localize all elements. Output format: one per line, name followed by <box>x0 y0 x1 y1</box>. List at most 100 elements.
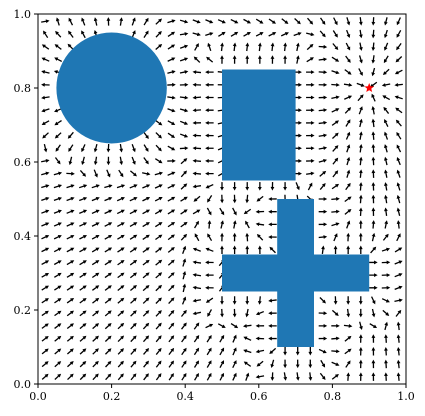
field-arrow <box>192 184 202 189</box>
field-arrow <box>206 360 212 368</box>
field-arrow <box>205 285 214 290</box>
field-arrow <box>318 235 328 239</box>
field-arrow <box>182 258 187 267</box>
field-arrow <box>79 285 87 291</box>
field-arrow <box>358 296 363 305</box>
field-arrow <box>205 297 214 303</box>
field-arrow <box>79 222 88 227</box>
field-arrow <box>384 144 388 153</box>
field-arrow <box>117 247 125 253</box>
field-arrow <box>130 310 137 317</box>
field-arrow <box>180 233 188 241</box>
field-arrow <box>371 131 376 140</box>
field-arrow <box>306 146 315 151</box>
field-arrow <box>106 17 111 26</box>
field-arrow <box>93 143 98 153</box>
field-arrow <box>396 30 402 38</box>
field-arrow <box>332 145 339 152</box>
field-arrow <box>116 184 126 189</box>
field-arrow <box>54 285 62 291</box>
field-arrow <box>168 284 175 292</box>
field-arrow <box>346 232 351 242</box>
field-arrow <box>66 235 75 240</box>
field-arrow <box>345 119 351 127</box>
field-arrow <box>306 70 315 75</box>
field-arrow <box>205 120 214 125</box>
field-arrow <box>205 108 214 113</box>
field-arrow <box>384 131 389 140</box>
field-arrow <box>383 55 389 64</box>
field-arrow <box>255 222 265 227</box>
field-arrow <box>130 360 137 368</box>
field-arrow <box>346 308 351 318</box>
field-arrow <box>295 372 300 381</box>
field-arrow <box>117 373 124 381</box>
field-arrow <box>93 169 98 178</box>
field-arrow <box>104 323 112 330</box>
field-arrow <box>344 69 352 75</box>
field-arrow <box>205 183 214 189</box>
field-arrow <box>396 334 401 343</box>
field-arrow <box>318 70 328 75</box>
field-arrow <box>243 349 252 354</box>
field-arrow <box>333 17 338 26</box>
field-arrow <box>371 334 376 343</box>
field-arrow <box>245 55 250 64</box>
field-arrow <box>319 170 327 177</box>
field-arrow <box>395 119 402 127</box>
field-arrow <box>143 144 149 152</box>
field-arrow <box>283 182 287 191</box>
field-arrow <box>81 144 86 153</box>
field-arrow <box>382 233 389 241</box>
field-arrow <box>318 57 328 62</box>
field-arrow <box>318 323 328 328</box>
field-arrow <box>268 18 276 24</box>
field-arrow <box>245 372 250 381</box>
field-arrow <box>130 348 137 355</box>
field-arrow <box>371 106 376 115</box>
field-arrow <box>154 171 164 176</box>
field-arrow <box>396 157 401 166</box>
field-arrow <box>255 336 265 341</box>
x-axis: 0.0 0.2 0.4 0.6 0.8 1.0 <box>29 384 415 403</box>
field-arrow <box>129 170 137 177</box>
field-arrow <box>243 31 251 37</box>
field-arrow <box>81 17 86 26</box>
field-arrow <box>41 57 50 62</box>
field-arrow <box>142 272 150 279</box>
field-arrow <box>54 120 62 126</box>
field-arrow <box>192 285 202 290</box>
y-tick-label: 0.8 <box>14 82 32 95</box>
field-arrow <box>117 297 125 304</box>
field-arrow <box>232 42 237 52</box>
field-arrow <box>54 44 62 50</box>
field-arrow <box>179 133 189 138</box>
field-arrow <box>358 194 363 204</box>
field-arrow <box>396 220 401 229</box>
field-arrow <box>180 221 188 228</box>
field-arrow <box>142 259 150 266</box>
field-arrow <box>346 220 351 229</box>
field-arrow <box>104 234 113 240</box>
field-arrow <box>53 272 62 278</box>
field-arrow <box>394 69 403 75</box>
field-arrow <box>219 360 225 368</box>
field-arrow <box>142 247 150 253</box>
field-arrow <box>381 285 391 290</box>
field-arrow <box>54 298 62 304</box>
field-arrow <box>53 222 62 227</box>
field-arrow <box>142 322 150 330</box>
field-arrow <box>396 233 401 242</box>
field-arrow <box>79 247 87 253</box>
field-arrow <box>205 171 214 176</box>
field-arrow <box>155 234 163 241</box>
field-arrow <box>92 360 99 368</box>
field-arrow <box>306 43 314 51</box>
field-arrow <box>268 311 277 316</box>
field-arrow <box>230 18 239 24</box>
field-arrow <box>371 346 376 356</box>
field-arrow <box>41 158 50 163</box>
field-arrow <box>384 156 388 166</box>
field-arrow <box>270 55 275 64</box>
field-arrow <box>270 182 275 191</box>
